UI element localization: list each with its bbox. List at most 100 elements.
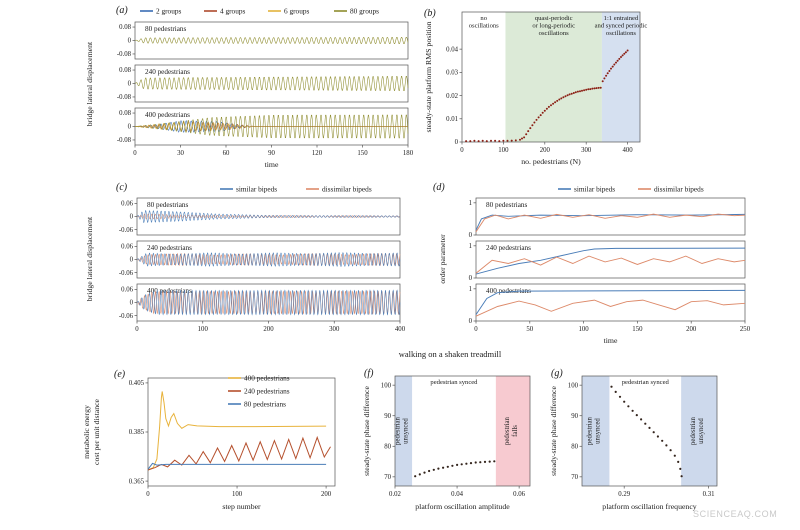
y-axis-label: bridge lateral displacement — [85, 41, 94, 126]
scatter-point — [631, 409, 634, 412]
scatter-point — [535, 118, 538, 121]
x-tick-label: 0.04 — [451, 491, 463, 498]
scatter-point — [485, 140, 488, 143]
e-series-1 — [147, 435, 331, 471]
scatter-point — [490, 139, 492, 142]
x-tick-label: 180 — [403, 150, 414, 157]
y-tick-label: 0.06 — [121, 244, 133, 251]
y-tick-label: 0 — [469, 318, 473, 325]
watermark: SCIENCEAQ.COM — [693, 509, 778, 519]
region-label: or long-periodic — [532, 22, 575, 29]
x-tick-label: 400 — [395, 326, 406, 333]
scatter-point — [465, 140, 468, 143]
c-series-1 — [136, 289, 401, 316]
y-tick-label: 0 — [130, 257, 134, 264]
scatter-point — [514, 139, 517, 142]
scatter-point — [539, 114, 542, 117]
scatter-point — [616, 59, 619, 62]
y-tick-label: -0.06 — [119, 313, 134, 320]
region-label: pedestrian — [504, 416, 511, 445]
legend-label: 6 groups — [284, 7, 309, 16]
x-axis-label: step number — [222, 502, 261, 511]
scatter-point — [613, 63, 616, 66]
y-tick-label: 0.08 — [119, 24, 131, 31]
legend-label: similar bipeds — [574, 185, 615, 194]
y-tick-label: 0.405 — [129, 380, 145, 387]
d-series-0 — [475, 213, 746, 231]
treadmill-caption: walking on a shaken treadmill — [398, 349, 502, 359]
e-series-0 — [147, 391, 327, 471]
scatter-point — [418, 473, 421, 476]
x-tick-label: 100 — [232, 491, 243, 498]
scatter-point — [428, 469, 431, 473]
x-tick-label: 0 — [460, 147, 464, 154]
x-tick-label: 30 — [177, 150, 184, 157]
region-label: pedestrian synced — [622, 379, 670, 386]
region-band — [495, 376, 530, 486]
y-axis-label: cost per unit distance — [92, 398, 101, 465]
y-tick-label: 0.06 — [121, 287, 133, 294]
x-tick-label: 250 — [740, 326, 751, 333]
scatter-point — [623, 52, 626, 55]
y-tick-label: 0 — [128, 38, 132, 45]
scatter-point — [502, 139, 505, 142]
subplot-label: 80 pedestrians — [145, 25, 187, 33]
c-series-1 — [136, 210, 401, 224]
y-tick-label: 70 — [384, 474, 391, 481]
scatter-point — [581, 89, 583, 92]
subplot-label: 400 pedestrians — [145, 111, 190, 119]
region-label: oscillations — [469, 22, 499, 29]
legend-label: 240 pedestrians — [244, 387, 290, 396]
scatter-point — [414, 475, 417, 478]
scatter-point — [574, 91, 577, 94]
scatter-point — [570, 92, 573, 95]
scatter-point — [644, 422, 647, 425]
legend-label: 400 pedestrians — [244, 374, 290, 383]
scatter-point — [656, 435, 659, 438]
legend-label: dissimilar bipeds — [654, 185, 704, 194]
scatter-point — [481, 139, 484, 142]
scatter-point — [587, 88, 590, 91]
scatter-point — [583, 89, 586, 92]
region-label: pedestrian — [587, 416, 594, 445]
scatter-point — [615, 61, 617, 64]
x-tick-label: 0.02 — [389, 491, 401, 498]
scatter-point — [498, 140, 501, 143]
e-series-2 — [147, 462, 327, 470]
scatter-point — [541, 111, 544, 114]
x-tick-label: 150 — [632, 326, 643, 333]
x-tick-label: 0 — [133, 150, 137, 157]
subplot-label: 80 pedestrians — [486, 201, 528, 209]
region-label: pedestrian synced — [430, 379, 478, 386]
scatter-point — [679, 467, 682, 470]
scatter-point — [621, 54, 624, 57]
scatter-point — [572, 92, 575, 94]
legend-label: 80 pedestrians — [244, 400, 286, 409]
y-tick-label: 0 — [130, 300, 134, 307]
legend-label: similar bipeds — [236, 185, 277, 194]
region-label: pedestrian — [690, 416, 697, 445]
scatter-point — [554, 101, 557, 104]
scatter-point — [564, 95, 567, 98]
legend-label: 4 groups — [220, 7, 245, 16]
scatter-point — [680, 475, 683, 478]
d-series-1 — [475, 299, 746, 317]
y-tick-label: 0 — [128, 81, 132, 88]
y-tick-label: -0.08 — [117, 51, 132, 58]
region-label: and synced periodic — [595, 22, 648, 29]
x-tick-label: 100 — [198, 326, 209, 333]
scatter-point — [648, 426, 651, 429]
scatter-point — [652, 431, 655, 434]
scatter-point — [635, 414, 638, 417]
scatter-point — [529, 127, 532, 130]
x-axis-label: no. pedestrians (N) — [521, 157, 581, 166]
y-tick-label: 90 — [384, 413, 391, 420]
scatter-point — [474, 461, 477, 464]
panel-letter: (d) — [433, 182, 445, 193]
scatter-point — [560, 97, 563, 100]
scatter-point — [558, 98, 561, 101]
scatter-point — [537, 116, 540, 119]
scatter-point — [527, 130, 530, 133]
scatter-point — [494, 139, 497, 142]
